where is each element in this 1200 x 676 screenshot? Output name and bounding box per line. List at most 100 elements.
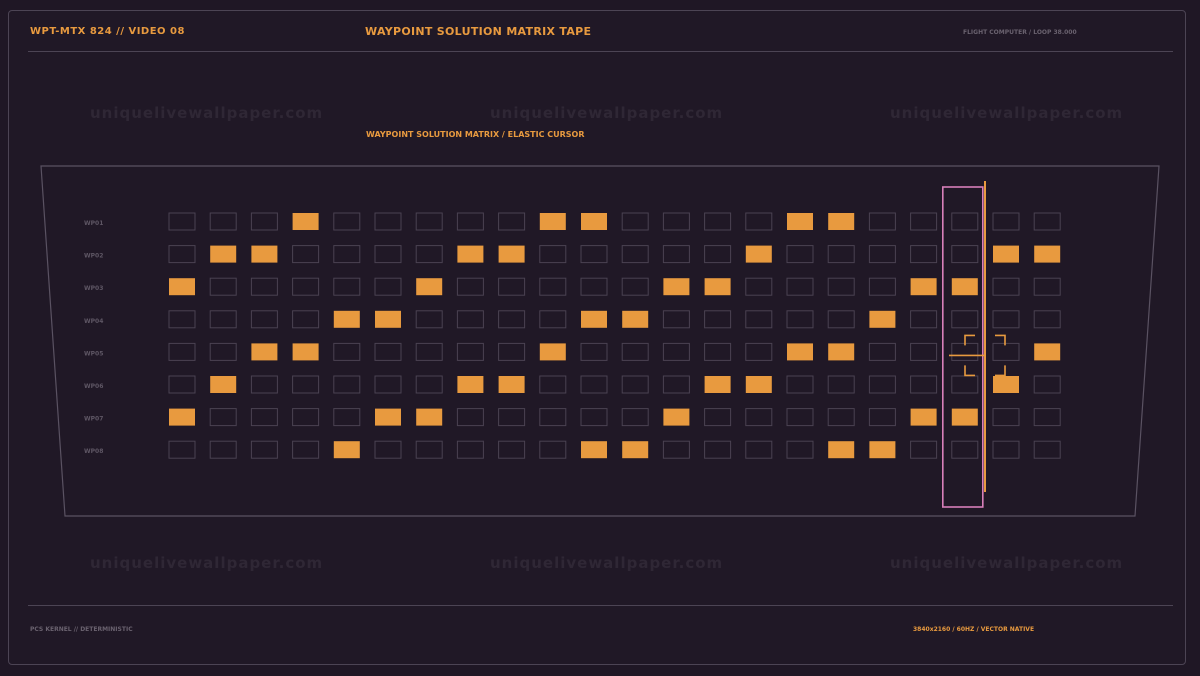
matrix-cell-filled[interactable] — [498, 376, 525, 393]
matrix-cell-empty[interactable] — [1033, 440, 1061, 459]
matrix-cell-empty[interactable] — [168, 342, 196, 361]
matrix-cell-filled[interactable] — [704, 278, 731, 296]
matrix-cell-empty[interactable] — [456, 408, 484, 427]
matrix-cell-empty[interactable] — [168, 310, 196, 329]
matrix-cell-empty[interactable] — [250, 310, 278, 329]
matrix-cell-empty[interactable] — [704, 440, 732, 459]
matrix-cell-empty[interactable] — [415, 342, 443, 361]
matrix-cell-empty[interactable] — [539, 408, 567, 427]
matrix-cell-empty[interactable] — [951, 342, 979, 361]
matrix-cell-empty[interactable] — [250, 277, 278, 296]
matrix-cell-empty[interactable] — [539, 245, 567, 264]
matrix-cell-empty[interactable] — [292, 245, 320, 264]
matrix-cell-filled[interactable] — [663, 278, 690, 296]
matrix-cell-empty[interactable] — [580, 245, 608, 264]
matrix-cell-empty[interactable] — [662, 342, 690, 361]
matrix-cell-empty[interactable] — [498, 212, 526, 231]
matrix-cell-filled[interactable] — [951, 408, 978, 426]
matrix-cell-empty[interactable] — [910, 342, 938, 361]
matrix-cell-empty[interactable] — [580, 408, 608, 427]
matrix-cell-empty[interactable] — [374, 440, 402, 459]
matrix-cell-empty[interactable] — [292, 440, 320, 459]
matrix-cell-filled[interactable] — [622, 441, 649, 459]
matrix-cell-empty[interactable] — [827, 375, 855, 394]
matrix-cell-empty[interactable] — [745, 310, 773, 329]
matrix-cell-empty[interactable] — [333, 212, 361, 231]
matrix-cell-filled[interactable] — [828, 213, 855, 230]
matrix-cell-filled[interactable] — [292, 213, 319, 230]
matrix-cell-empty[interactable] — [704, 408, 732, 427]
matrix-cell-empty[interactable] — [498, 277, 526, 296]
matrix-cell-empty[interactable] — [168, 245, 196, 264]
matrix-cell-empty[interactable] — [868, 245, 896, 264]
matrix-cell-empty[interactable] — [456, 440, 484, 459]
matrix-cell-empty[interactable] — [374, 375, 402, 394]
matrix-cell-empty[interactable] — [456, 342, 484, 361]
matrix-cell-empty[interactable] — [786, 375, 814, 394]
matrix-cell-filled[interactable] — [993, 245, 1019, 263]
matrix-cell-empty[interactable] — [250, 408, 278, 427]
matrix-cell-empty[interactable] — [250, 375, 278, 394]
matrix-cell-filled[interactable] — [210, 376, 237, 393]
matrix-cell-empty[interactable] — [209, 408, 237, 427]
matrix-cell-empty[interactable] — [621, 375, 649, 394]
matrix-cell-empty[interactable] — [415, 212, 443, 231]
matrix-cell-empty[interactable] — [662, 440, 690, 459]
matrix-cell-filled[interactable] — [416, 278, 443, 296]
matrix-cell-empty[interactable] — [662, 375, 690, 394]
matrix-cell-empty[interactable] — [745, 440, 773, 459]
matrix-cell-empty[interactable] — [292, 408, 320, 427]
matrix-cell-empty[interactable] — [827, 408, 855, 427]
matrix-cell-empty[interactable] — [415, 375, 443, 394]
matrix-cell-empty[interactable] — [539, 277, 567, 296]
matrix-cell-filled[interactable] — [993, 376, 1019, 393]
matrix-cell-empty[interactable] — [1033, 310, 1061, 329]
matrix-cell-filled[interactable] — [828, 441, 855, 459]
matrix-cell-empty[interactable] — [868, 342, 896, 361]
matrix-cell-empty[interactable] — [662, 245, 690, 264]
matrix-cell-empty[interactable] — [209, 342, 237, 361]
matrix-cell-empty[interactable] — [539, 440, 567, 459]
matrix-cell-filled[interactable] — [622, 310, 649, 328]
matrix-cell-empty[interactable] — [786, 310, 814, 329]
matrix-cell-empty[interactable] — [250, 440, 278, 459]
matrix-cell-filled[interactable] — [581, 310, 607, 328]
matrix-cell-filled[interactable] — [169, 408, 195, 426]
matrix-cell-empty[interactable] — [951, 245, 979, 264]
matrix-cell-empty[interactable] — [374, 342, 402, 361]
matrix-cell-empty[interactable] — [209, 440, 237, 459]
matrix-cell-empty[interactable] — [951, 212, 979, 231]
matrix-cell-filled[interactable] — [704, 376, 731, 393]
matrix-cell-filled[interactable] — [828, 343, 855, 361]
matrix-cell-filled[interactable] — [375, 408, 401, 426]
matrix-cell-empty[interactable] — [621, 342, 649, 361]
matrix-cell-filled[interactable] — [498, 245, 525, 263]
matrix-cell-filled[interactable] — [1034, 245, 1061, 263]
matrix-cell-empty[interactable] — [868, 277, 896, 296]
matrix-cell-empty[interactable] — [456, 310, 484, 329]
matrix-cell-empty[interactable] — [910, 310, 938, 329]
matrix-cell-empty[interactable] — [745, 212, 773, 231]
matrix-cell-empty[interactable] — [580, 375, 608, 394]
matrix-cell-empty[interactable] — [415, 245, 443, 264]
matrix-cell-empty[interactable] — [1033, 212, 1061, 231]
matrix-cell-empty[interactable] — [621, 277, 649, 296]
matrix-cell-empty[interactable] — [1033, 408, 1061, 427]
matrix-cell-empty[interactable] — [662, 310, 690, 329]
matrix-cell-empty[interactable] — [662, 212, 690, 231]
matrix-cell-empty[interactable] — [333, 342, 361, 361]
matrix-cell-empty[interactable] — [1033, 277, 1061, 296]
matrix-cell-empty[interactable] — [333, 245, 361, 264]
matrix-cell-empty[interactable] — [250, 212, 278, 231]
matrix-cell-empty[interactable] — [292, 375, 320, 394]
matrix-cell-empty[interactable] — [745, 408, 773, 427]
matrix-cell-filled[interactable] — [581, 441, 607, 459]
matrix-cell-empty[interactable] — [498, 342, 526, 361]
matrix-cell-empty[interactable] — [704, 310, 732, 329]
matrix-cell-empty[interactable] — [415, 310, 443, 329]
matrix-cell-empty[interactable] — [209, 310, 237, 329]
matrix-cell-empty[interactable] — [910, 375, 938, 394]
matrix-cell-filled[interactable] — [210, 245, 237, 263]
matrix-cell-empty[interactable] — [786, 408, 814, 427]
matrix-cell-empty[interactable] — [704, 245, 732, 264]
